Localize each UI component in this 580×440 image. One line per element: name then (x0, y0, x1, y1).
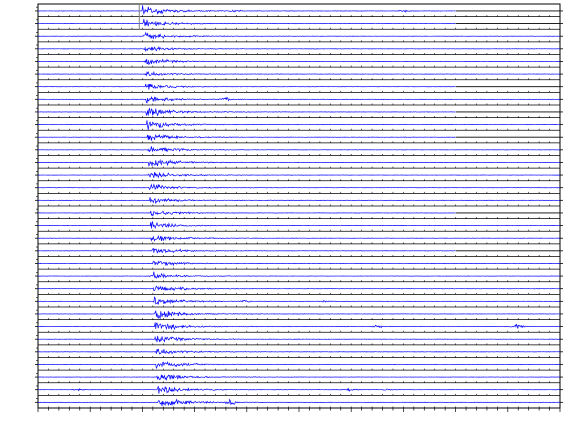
seismic-trace-27 (37, 348, 560, 355)
seismic-trace-24 (37, 310, 560, 320)
seismic-trace-30 (37, 386, 560, 394)
seismic-trace-19 (37, 247, 456, 254)
seismic-trace-11 (37, 146, 560, 153)
seismic-trace-7 (37, 95, 560, 104)
seismic-trace-4 (37, 58, 560, 66)
seismic-trace-16 (37, 210, 456, 217)
trace-group (37, 4, 560, 407)
seismic-trace-29 (37, 374, 560, 381)
seismic-trace-22 (37, 285, 560, 292)
tick-group (35, 6, 563, 412)
seismic-trace-6 (37, 83, 456, 90)
seismic-trace-9 (37, 120, 560, 130)
seismic-trace-23 (37, 296, 560, 305)
seismic-trace-5 (37, 70, 560, 77)
seismic-trace-2 (37, 31, 560, 40)
seismic-trace-31 (37, 398, 560, 407)
seismic-trace-1 (37, 19, 456, 27)
seismic-trace-21 (37, 271, 560, 279)
seismic-trace-13 (38, 171, 560, 179)
seismic-trace-10 (37, 133, 456, 141)
seismic-trace-17 (37, 220, 560, 230)
seismic-trace-8 (37, 107, 456, 117)
seismic-trace-15 (37, 197, 560, 204)
seismic-trace-26 (37, 335, 560, 343)
seismic-trace-28 (37, 361, 560, 370)
seismic-trace-18 (37, 234, 560, 242)
seismic-trace-20 (37, 260, 560, 267)
seismic-trace-3 (37, 45, 560, 53)
seismic-trace-12 (38, 158, 560, 167)
seismic-trace-0 (37, 5, 456, 16)
seismic-trace-25 (37, 322, 560, 331)
seismic-trace-14 (37, 183, 560, 191)
